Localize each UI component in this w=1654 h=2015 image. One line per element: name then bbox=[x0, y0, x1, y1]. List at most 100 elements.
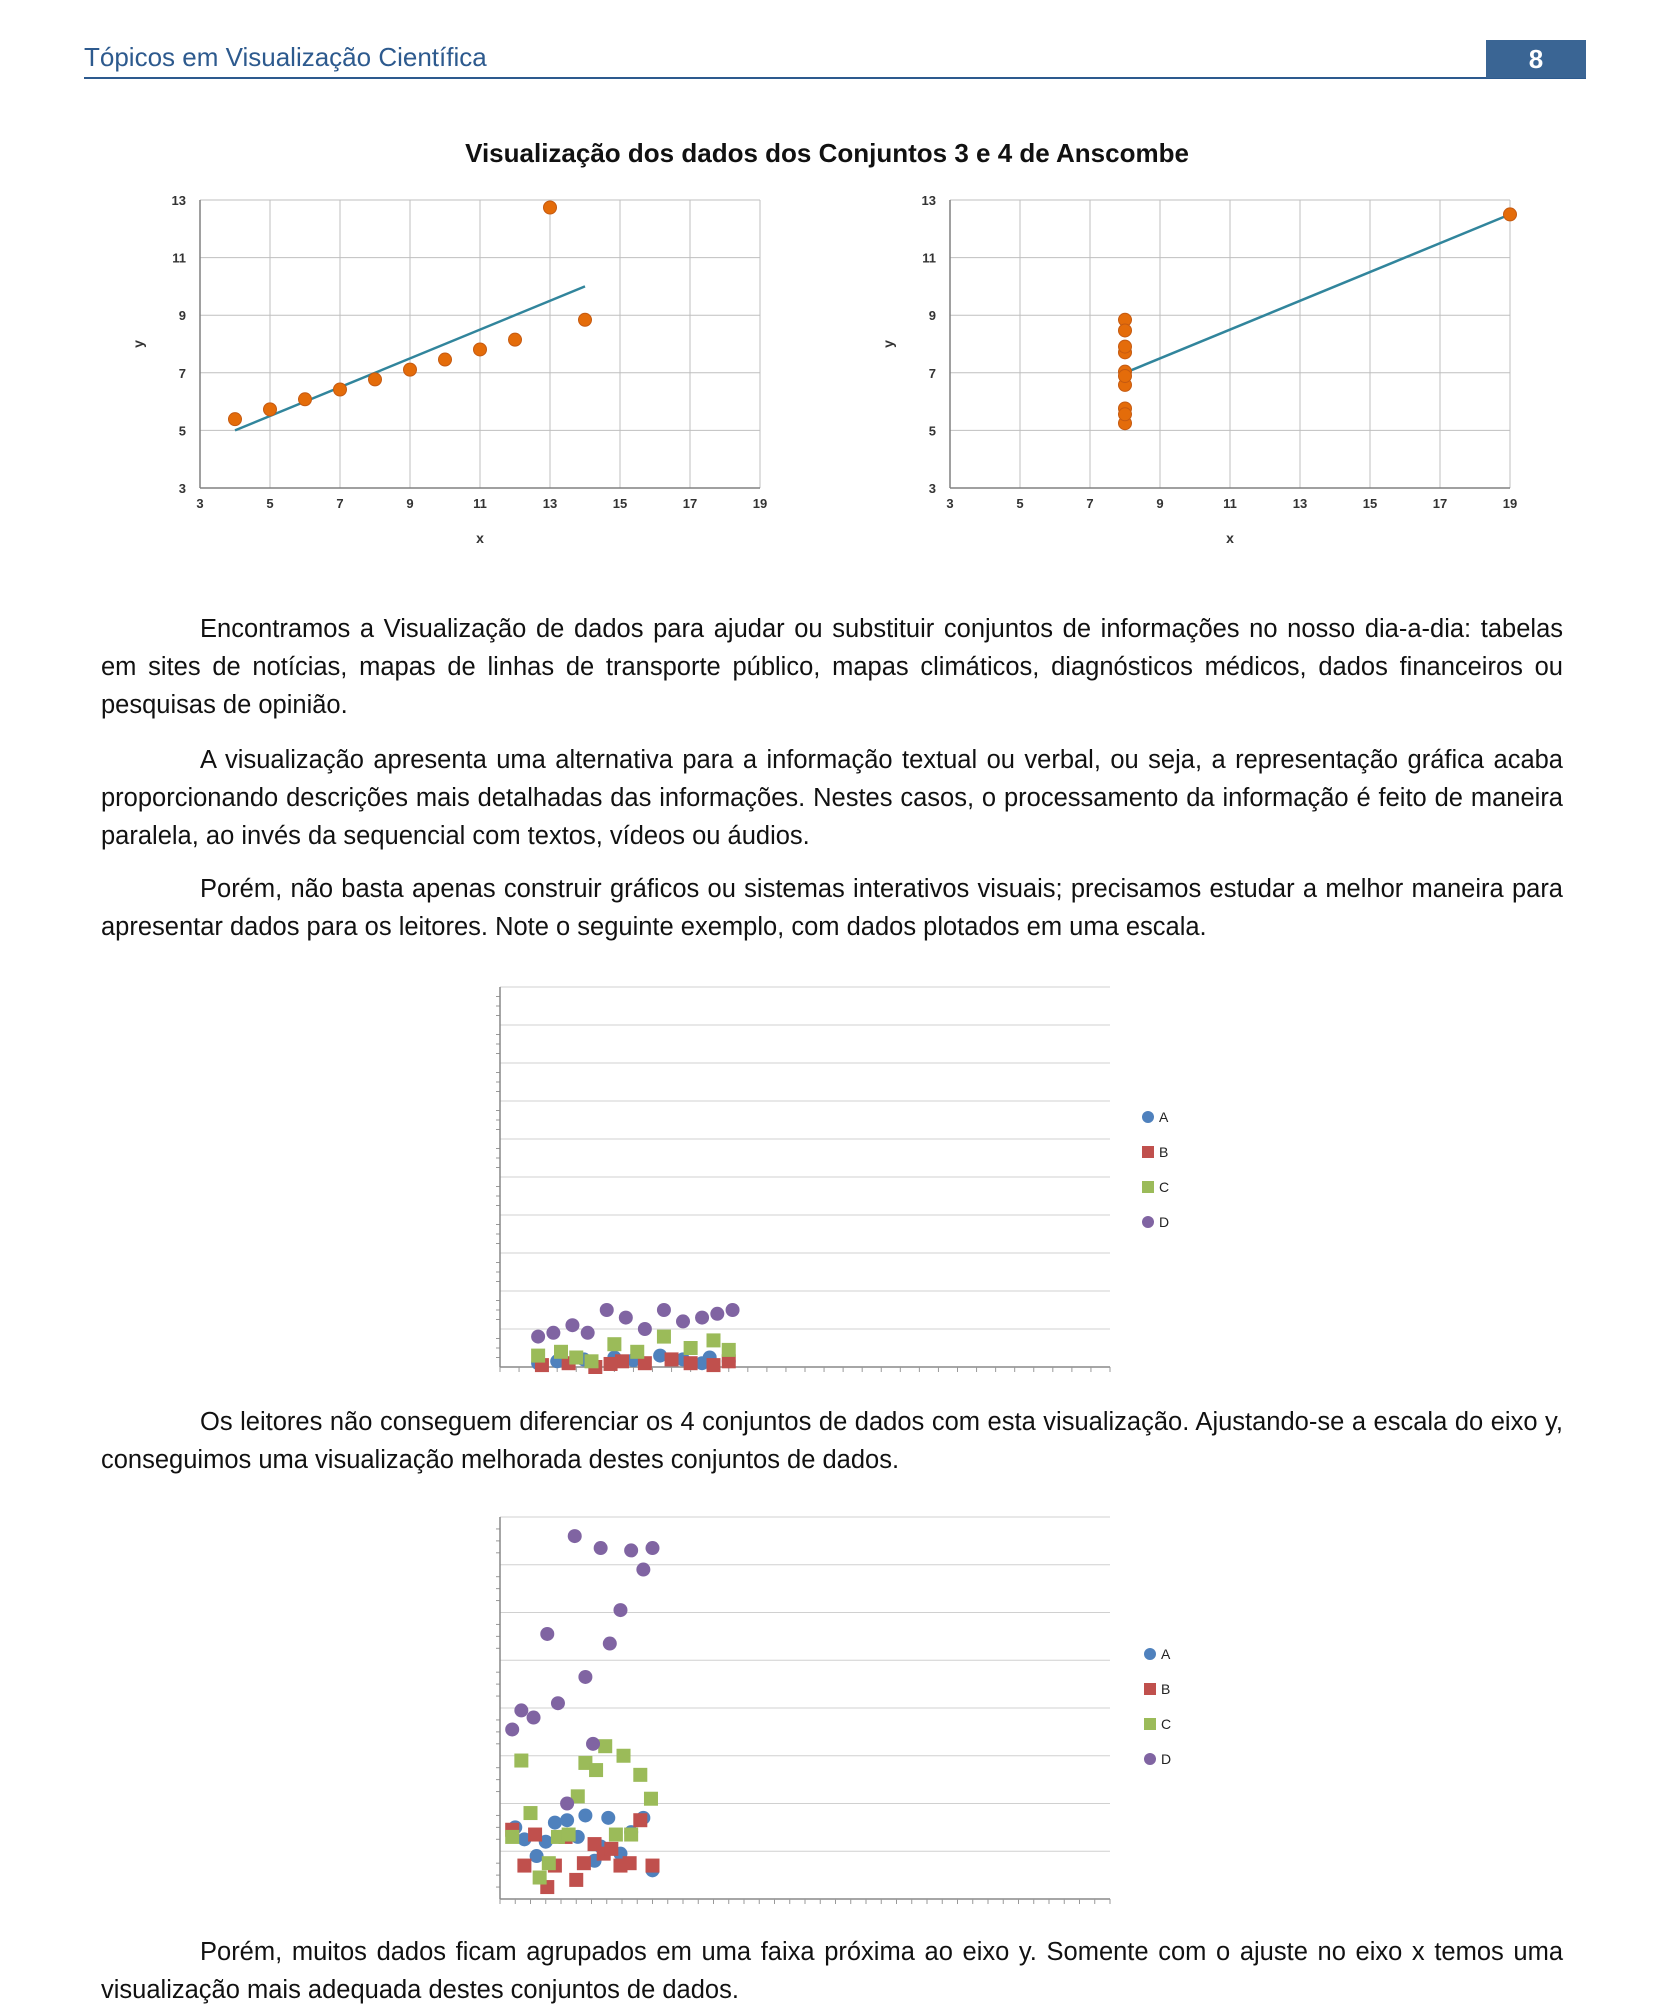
data-point-a bbox=[517, 1832, 532, 1847]
data-point bbox=[333, 382, 347, 397]
data-point bbox=[1118, 407, 1132, 422]
x-tick-label: 15 bbox=[1363, 496, 1377, 511]
data-point-c bbox=[523, 1806, 538, 1821]
y-tick-label: 3 bbox=[929, 481, 936, 496]
data-point-c bbox=[656, 1329, 671, 1344]
data-point-d bbox=[613, 1603, 628, 1618]
data-point-a bbox=[601, 1810, 616, 1825]
data-point-c bbox=[561, 1827, 576, 1842]
data-point bbox=[508, 332, 522, 347]
x-tick-label: 11 bbox=[473, 496, 487, 511]
data-point-d bbox=[645, 1541, 660, 1556]
figure-title: Visualização dos dados dos Conjuntos 3 e… bbox=[465, 138, 1189, 168]
data-point-d bbox=[695, 1310, 710, 1325]
data-point-d bbox=[710, 1306, 725, 1321]
four-sets-scatter-original-scale: A B C D bbox=[496, 986, 1169, 1374]
legend-marker-c bbox=[1144, 1718, 1156, 1730]
y-tick-label: 5 bbox=[929, 423, 936, 438]
legend-label-d: D bbox=[1161, 1751, 1171, 1767]
y-axis-label: y bbox=[880, 340, 896, 348]
data-point-c bbox=[630, 1344, 645, 1359]
data-point-b bbox=[706, 1358, 721, 1373]
x-tick-label: 19 bbox=[753, 496, 767, 511]
data-point-b bbox=[517, 1858, 532, 1873]
legend-label-b: B bbox=[1161, 1681, 1170, 1697]
four-sets-scatter-adjusted-y: A B C D bbox=[496, 1516, 1171, 1904]
data-point-b bbox=[637, 1356, 652, 1371]
y-tick-label: 5 bbox=[179, 423, 186, 438]
data-point-c bbox=[531, 1348, 546, 1363]
x-tick-label: 11 bbox=[1223, 496, 1237, 511]
legend-label-a: A bbox=[1159, 1109, 1169, 1125]
data-point bbox=[368, 372, 382, 387]
data-point bbox=[438, 352, 452, 367]
data-point bbox=[1118, 323, 1132, 338]
data-point-d bbox=[526, 1710, 541, 1725]
data-point-c bbox=[598, 1739, 613, 1754]
y-axis-label: y bbox=[130, 340, 146, 348]
x-tick-label: 7 bbox=[1086, 496, 1093, 511]
data-point-d bbox=[560, 1796, 575, 1811]
legend-marker-c bbox=[1142, 1181, 1154, 1193]
data-point-c bbox=[608, 1827, 623, 1842]
legend-marker-b bbox=[1144, 1683, 1156, 1695]
data-point-c bbox=[624, 1827, 639, 1842]
data-point-d bbox=[586, 1736, 601, 1751]
x-axis-label: x bbox=[476, 530, 484, 546]
legend-label-a: A bbox=[1161, 1646, 1171, 1662]
data-point-d bbox=[637, 1322, 652, 1336]
legend-marker-a bbox=[1144, 1648, 1156, 1660]
paragraph-2: A visualização apresenta uma alternativa… bbox=[101, 746, 1563, 850]
data-point-c bbox=[584, 1354, 599, 1369]
data-point bbox=[578, 312, 592, 327]
legend-label-d: D bbox=[1159, 1214, 1169, 1230]
data-point-b bbox=[721, 1354, 736, 1369]
x-tick-label: 17 bbox=[1433, 496, 1447, 511]
legend-label-c: C bbox=[1161, 1716, 1171, 1732]
data-point-d bbox=[725, 1303, 740, 1317]
data-point-a bbox=[653, 1348, 668, 1363]
x-tick-label: 19 bbox=[1503, 496, 1517, 511]
data-point-d bbox=[656, 1303, 671, 1317]
data-point-c bbox=[721, 1342, 736, 1357]
data-point-b bbox=[576, 1856, 591, 1871]
legend-marker-d bbox=[1144, 1753, 1156, 1765]
data-point-d bbox=[567, 1529, 582, 1544]
data-point-c bbox=[633, 1767, 648, 1782]
y-tick-label: 9 bbox=[179, 308, 186, 323]
data-point-a bbox=[529, 1849, 544, 1864]
data-point-d bbox=[546, 1325, 561, 1340]
data-point-c bbox=[706, 1333, 721, 1348]
data-point-c bbox=[532, 1870, 547, 1885]
data-point bbox=[403, 362, 417, 377]
data-point bbox=[298, 392, 312, 407]
data-point-c bbox=[550, 1829, 565, 1844]
x-tick-label: 3 bbox=[196, 496, 203, 511]
anscombe-set-3-chart: 3 5 7 9 11 13 15 17 19 3 5 7 9 11 13 x y bbox=[130, 193, 767, 546]
data-point-c bbox=[541, 1856, 556, 1871]
legend-marker-d bbox=[1142, 1216, 1154, 1228]
paragraph-4: Os leitores não conseguem diferenciar os… bbox=[101, 1408, 1563, 1474]
data-point bbox=[228, 412, 242, 427]
data-point-c bbox=[554, 1344, 568, 1359]
data-point-c bbox=[589, 1763, 604, 1778]
data-point-d bbox=[676, 1314, 690, 1329]
trend-line bbox=[1124, 213, 1511, 374]
data-point bbox=[263, 402, 277, 417]
data-point bbox=[1118, 368, 1132, 383]
x-tick-label: 5 bbox=[266, 496, 273, 511]
data-point-b bbox=[604, 1841, 619, 1856]
x-tick-label: 5 bbox=[1016, 496, 1023, 511]
x-axis-label: x bbox=[1226, 530, 1234, 546]
data-point bbox=[1503, 207, 1517, 222]
data-point-d bbox=[624, 1543, 639, 1558]
data-point-c bbox=[514, 1753, 529, 1768]
data-point-d bbox=[505, 1722, 520, 1737]
y-tick-label: 9 bbox=[929, 308, 936, 323]
data-point-d bbox=[599, 1303, 614, 1317]
x-tick-label: 17 bbox=[683, 496, 697, 511]
data-point-b bbox=[528, 1827, 543, 1842]
data-point-d bbox=[578, 1669, 593, 1684]
data-point-c bbox=[643, 1791, 658, 1806]
data-point-b bbox=[683, 1356, 698, 1371]
